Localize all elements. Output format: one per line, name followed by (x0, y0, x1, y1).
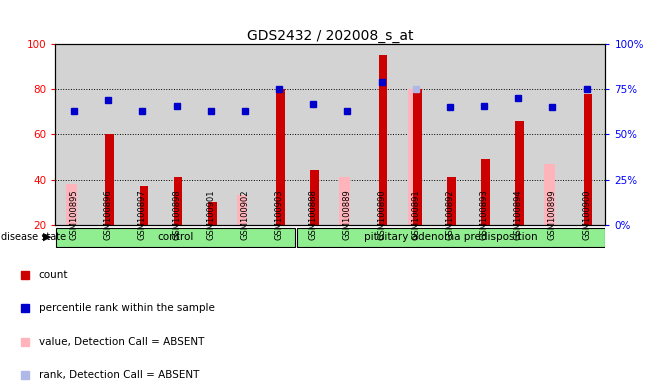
Bar (447, 177, 456, 225)
Text: GSM100895: GSM100895 (70, 189, 79, 240)
Text: GSM100897: GSM100897 (138, 189, 147, 240)
Text: GSM100898: GSM100898 (172, 189, 181, 240)
Text: pituitary adenoma predisposition: pituitary adenoma predisposition (364, 232, 538, 242)
Text: GSM100896: GSM100896 (104, 189, 113, 240)
Text: GSM100892: GSM100892 (445, 189, 454, 240)
Text: GSM100888: GSM100888 (309, 189, 318, 240)
Bar (413, 89, 422, 225)
Text: percentile rank within the sample: percentile rank within the sample (38, 303, 214, 313)
Text: GSM100901: GSM100901 (206, 189, 215, 240)
Text: control: control (158, 232, 194, 242)
Text: GSM100893: GSM100893 (480, 189, 489, 240)
Bar (208, 202, 217, 225)
Text: GSM100894: GSM100894 (514, 189, 523, 240)
Text: GSM100889: GSM100889 (343, 189, 352, 240)
Text: GSM100900: GSM100900 (582, 189, 591, 240)
Bar (297, 228, 605, 247)
Text: disease state: disease state (1, 232, 66, 242)
Text: ▶: ▶ (42, 232, 51, 242)
Title: GDS2432 / 202008_s_at: GDS2432 / 202008_s_at (247, 29, 413, 43)
Bar (481, 159, 490, 225)
Bar (139, 186, 148, 225)
Text: GSM100903: GSM100903 (275, 189, 284, 240)
Text: rank, Detection Call = ABSENT: rank, Detection Call = ABSENT (38, 370, 199, 380)
Bar (276, 89, 285, 225)
Text: GSM100890: GSM100890 (377, 189, 386, 240)
Text: GSM100899: GSM100899 (548, 189, 557, 240)
Bar (174, 177, 182, 225)
Bar (237, 195, 247, 225)
Bar (516, 121, 524, 225)
Bar (584, 94, 592, 225)
Bar (56, 228, 296, 247)
Bar (544, 164, 555, 225)
Bar (408, 89, 418, 225)
Text: count: count (38, 270, 68, 280)
Text: value, Detection Call = ABSENT: value, Detection Call = ABSENT (38, 337, 204, 347)
Bar (66, 184, 77, 225)
Text: GSM100902: GSM100902 (240, 189, 249, 240)
Text: GSM100891: GSM100891 (411, 189, 421, 240)
Bar (379, 55, 387, 225)
Bar (105, 134, 114, 225)
Bar (311, 170, 319, 225)
Bar (339, 177, 350, 225)
